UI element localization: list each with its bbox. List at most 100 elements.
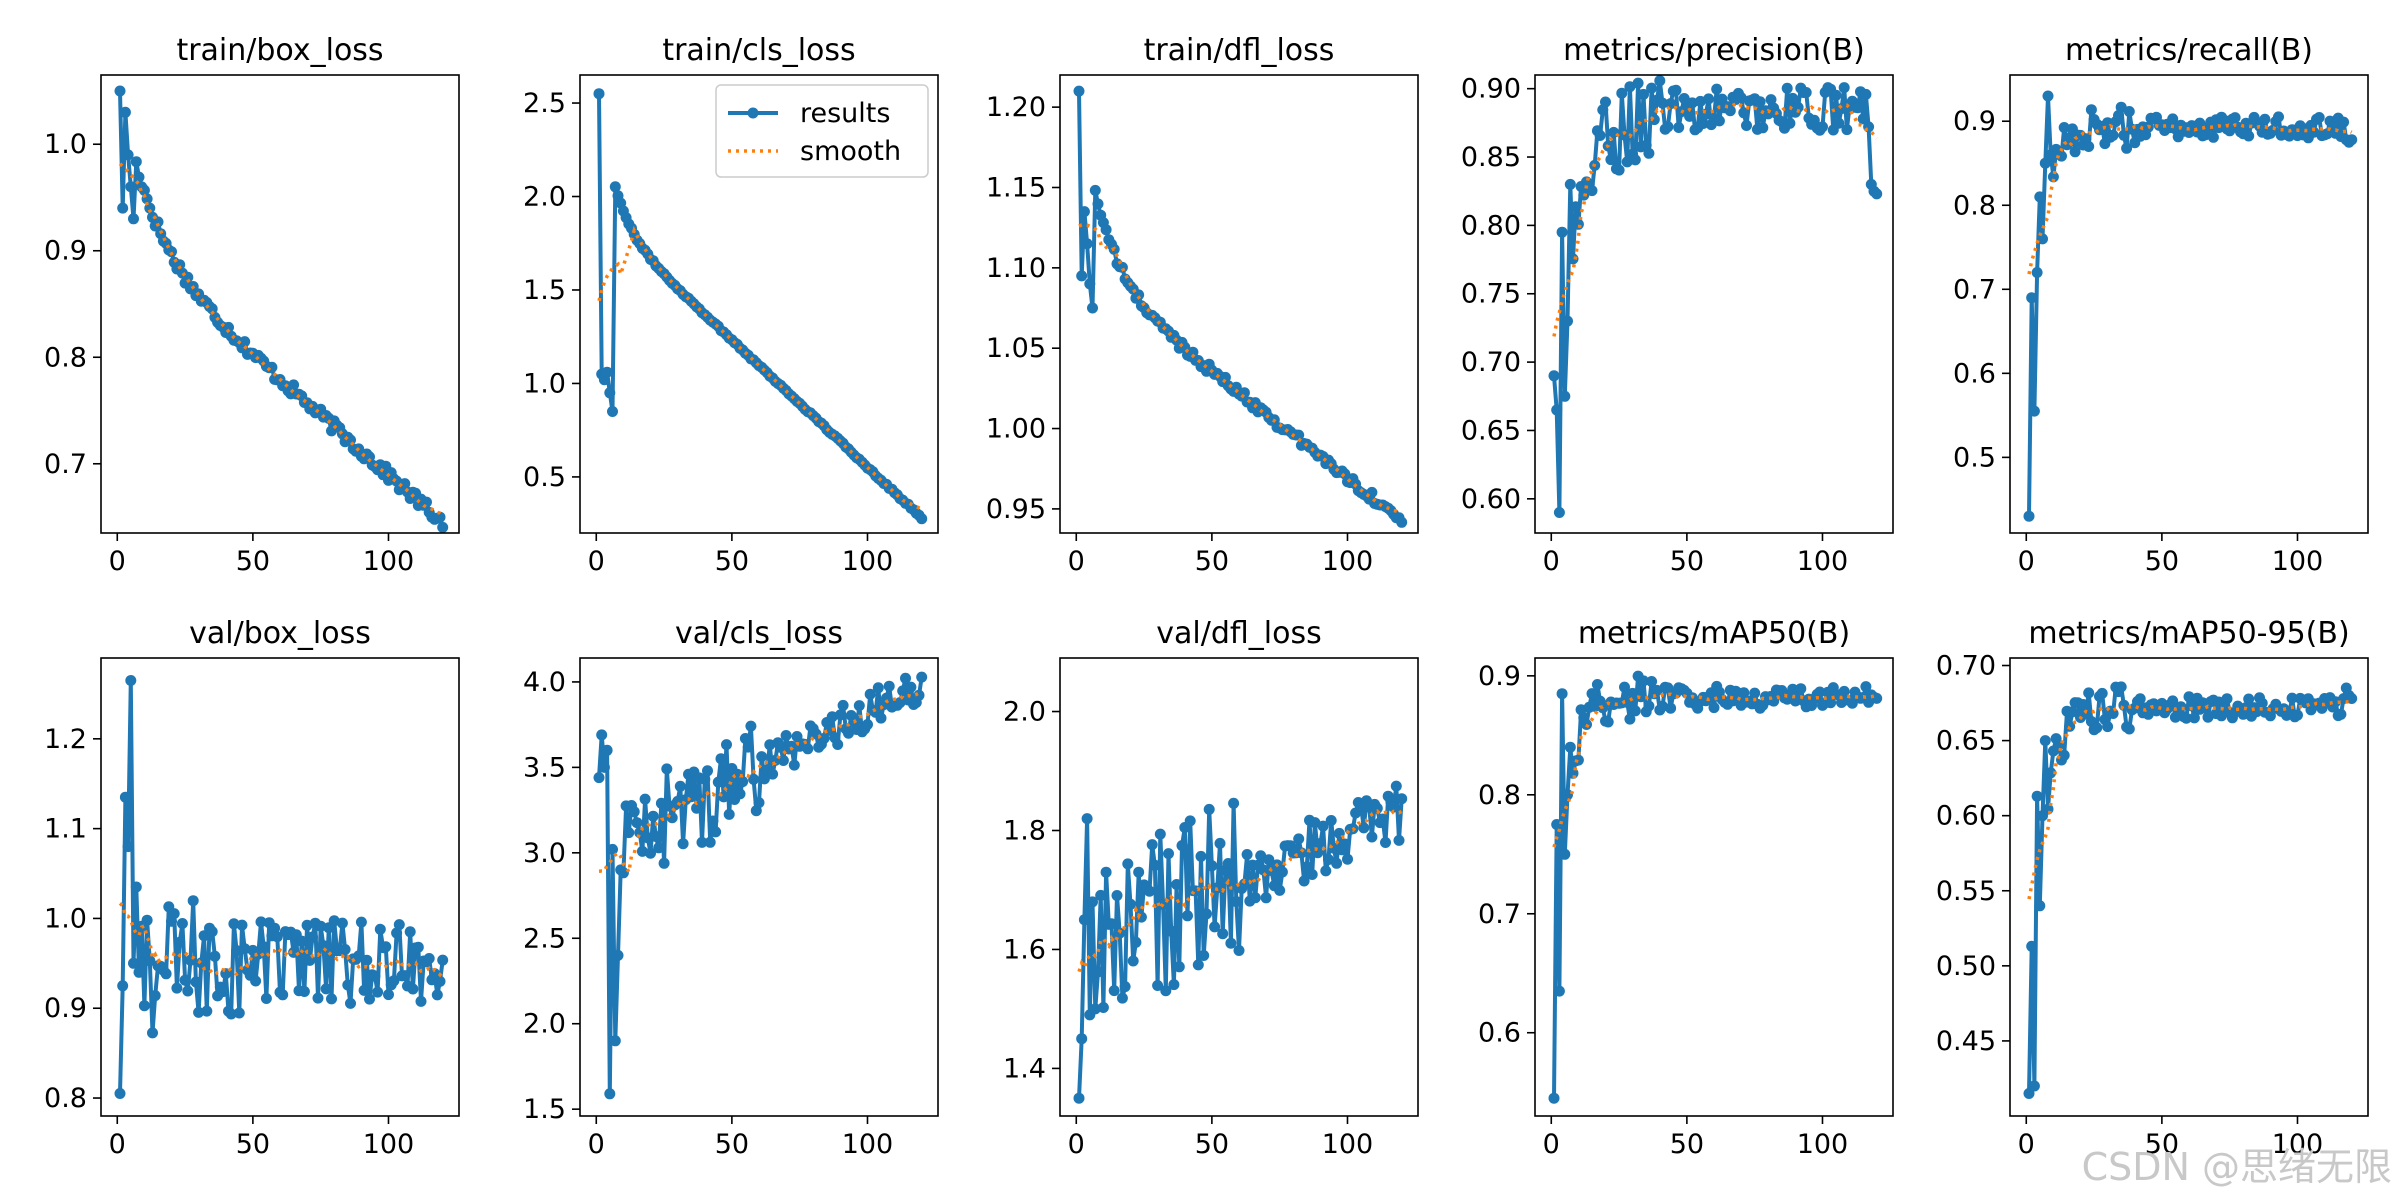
results-point: [1665, 702, 1677, 714]
results-point: [1168, 979, 1180, 991]
results-point: [1309, 817, 1321, 829]
results-point: [2123, 723, 2135, 735]
subplot: metrics/precision(B) 0 50 100 0.60 0.65 0.70 0.…: [1461, 33, 1894, 577]
x-tick-label: 100: [363, 1129, 415, 1160]
results-point: [2256, 697, 2268, 709]
smooth-line: [1552, 101, 1879, 337]
results-point: [2077, 699, 2089, 710]
subplot-title: val/cls_loss: [675, 616, 843, 651]
results-point: [905, 681, 917, 693]
results-point: [1648, 114, 1660, 126]
x-tick-label: 0: [588, 546, 605, 577]
plot-area: [593, 88, 928, 525]
results-point: [872, 682, 884, 694]
results-point: [326, 993, 337, 1005]
results-point: [431, 989, 443, 1001]
results-point: [239, 336, 251, 348]
results-point: [699, 773, 711, 785]
subplot: val/cls_loss 0 50 100 1.5 2.0 2.5 3.0 3.5 4.0: [523, 616, 939, 1160]
results-point: [342, 979, 354, 991]
results-point: [2028, 1080, 2040, 1092]
results-point: [900, 672, 911, 684]
axes-frame: [579, 657, 939, 1117]
results-point: [1076, 270, 1088, 282]
results-point: [1638, 88, 1649, 100]
results-point: [1276, 866, 1288, 878]
results-point: [593, 88, 605, 100]
results-point: [128, 957, 139, 969]
results-point: [114, 1088, 126, 1099]
results-point: [1100, 866, 1112, 878]
results-point: [1635, 691, 1647, 703]
results-point: [182, 985, 194, 997]
x-tick-label: 100: [1797, 546, 1849, 577]
results-point: [423, 953, 435, 964]
axes-frame: [1059, 657, 1419, 1117]
results-point: [2243, 130, 2255, 142]
results-point: [125, 181, 137, 193]
results-point: [1084, 278, 1096, 290]
results-point: [1586, 688, 1598, 700]
results-point: [1087, 896, 1098, 908]
results-point: [2083, 687, 2095, 699]
results-point: [434, 511, 446, 523]
plot-area: [2023, 90, 2358, 522]
results-point: [1152, 980, 1164, 991]
results-point: [1176, 840, 1188, 852]
results-point: [1670, 84, 1682, 96]
results-line: [1552, 78, 1879, 515]
y-tick-label: 0.7: [1478, 899, 1521, 930]
subplot: val/dfl_loss 0 50 100 1.4 1.6 1.8 2.0: [1003, 616, 1419, 1160]
y-tick-label: 1.00: [986, 414, 1046, 445]
results-point: [1092, 198, 1104, 210]
y-tick-label: 0.9: [1953, 106, 1996, 137]
results-point: [399, 478, 411, 490]
results-point: [1097, 1002, 1109, 1013]
y-tick-label: 0.60: [1461, 484, 1521, 515]
results-point: [193, 1006, 205, 1018]
results-point: [2180, 712, 2192, 724]
y-tick-label: 0.45: [1936, 1026, 1996, 1057]
results-point: [1106, 918, 1117, 930]
results-point: [607, 406, 618, 417]
results-point: [312, 992, 324, 1004]
results-point: [1133, 866, 1145, 878]
results-point: [834, 709, 846, 721]
results-point: [653, 842, 665, 854]
subplot: train/cls_loss 0 50 100 0.5 1.0 1.5 2.0 2.5 resul…: [523, 33, 939, 577]
plot-area: [1548, 670, 1883, 1104]
results-point: [1119, 981, 1131, 993]
results-point: [369, 970, 381, 982]
results-point: [437, 954, 449, 966]
results-point: [225, 1008, 237, 1020]
results-point: [598, 761, 610, 773]
x-tick-label: 50: [2145, 1129, 2179, 1160]
results-point: [1738, 687, 1750, 699]
subplot-title: train/cls_loss: [662, 33, 855, 68]
results-point: [1825, 697, 1837, 709]
results-point: [1144, 885, 1155, 897]
results-point: [114, 85, 126, 97]
results-point: [353, 950, 365, 962]
results-point: [2096, 687, 2108, 699]
results-point: [739, 733, 751, 744]
results-point: [117, 980, 129, 992]
results-point: [1765, 94, 1777, 106]
y-tick-label: 0.5: [1953, 442, 1996, 473]
y-tick-label: 1.5: [523, 275, 566, 306]
results-point: [875, 712, 887, 724]
results-point: [1222, 858, 1234, 869]
results-point: [2058, 749, 2070, 761]
results-point: [1116, 992, 1128, 1004]
y-tick-label: 1.2: [44, 724, 87, 755]
subplot-title: metrics/mAP50-95(B): [2028, 616, 2349, 651]
results-point: [1163, 848, 1174, 860]
results-point: [1201, 908, 1212, 920]
results-point: [647, 810, 659, 822]
results-point: [201, 1005, 213, 1017]
results-point: [1171, 879, 1183, 890]
results-point: [685, 791, 697, 803]
results-point: [415, 995, 427, 1007]
results-point: [1325, 815, 1337, 826]
y-tick-label: 0.9: [1478, 661, 1521, 692]
